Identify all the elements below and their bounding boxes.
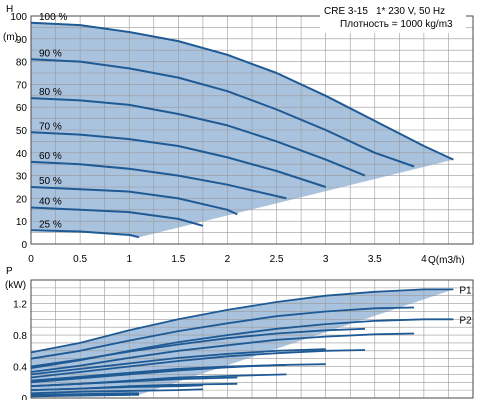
flow-x-tick-label: 0 — [28, 254, 34, 265]
head-axis-unit: (m) — [3, 32, 18, 43]
power-curve — [30, 364, 287, 382]
head-curve — [30, 131, 327, 188]
flow-x-tick-label: 1 — [126, 254, 132, 265]
head-curve — [30, 186, 238, 216]
flow-x-tick-label: 4 — [421, 254, 427, 265]
fluid-density: Плотность = 1000 kg/m3 — [340, 19, 453, 30]
head-curve — [30, 160, 287, 200]
power-y-tick-label: 1.2 — [13, 300, 27, 311]
pump-model: CRE 3-15 — [324, 6, 368, 17]
head-axis-symbol: H — [6, 4, 13, 15]
head-curve — [30, 229, 140, 239]
power-curve — [30, 384, 203, 391]
flow-x-tick-label: 3.5 — [368, 254, 382, 265]
speed-label: 25 % — [39, 219, 62, 230]
head-y-tick-label: 40 — [16, 149, 28, 160]
power-y-tick-label: 0.4 — [13, 363, 27, 374]
power-curve — [30, 288, 454, 354]
pump-supply: 1* 230 V, 50 Hz — [376, 6, 445, 17]
head-curve — [30, 58, 415, 168]
speed-label: 80 % — [39, 87, 62, 98]
speed-label: 100 % — [39, 12, 67, 23]
head-y-tick-label: 80 — [16, 58, 28, 69]
power-curve — [30, 393, 139, 398]
head-curve — [30, 206, 204, 227]
power-axis-unit: (kW) — [5, 280, 26, 291]
head-y-tick-label: 50 — [16, 126, 28, 137]
head-curve — [30, 97, 366, 177]
head-plot-frame — [30, 15, 474, 245]
head-y-tick-label: 0 — [21, 240, 27, 251]
flow-axis-label: Q(m3/h) — [428, 255, 465, 266]
head-y-tick-label: 100 — [10, 12, 27, 23]
power-y-tick-label: 0.8 — [13, 331, 27, 342]
power-curve-label: P2 — [459, 315, 472, 326]
info-box — [320, 4, 466, 33]
power-curve — [30, 306, 415, 360]
flow-x-tick-label: 0.5 — [73, 254, 87, 265]
flow-x-tick-label: 1.5 — [171, 254, 185, 265]
power-curve — [30, 392, 139, 396]
power-plot-frame — [30, 279, 474, 399]
power-curve — [30, 348, 326, 376]
power-curve — [30, 349, 366, 379]
head-y-tick-label: 70 — [16, 80, 28, 91]
power-curve — [30, 376, 238, 388]
head-y-tick-label: 20 — [16, 194, 28, 205]
power-y-tick-label: 0 — [21, 394, 27, 400]
power-curve — [30, 388, 203, 395]
flow-x-tick-label: 2.5 — [270, 254, 284, 265]
power-curve-label: P1 — [459, 285, 472, 296]
speed-label: 70 % — [39, 121, 62, 132]
head-y-tick-label: 60 — [16, 103, 28, 114]
speed-label: 90 % — [39, 48, 62, 59]
head-y-tick-label: 30 — [16, 172, 28, 183]
power-axis-symbol: P — [6, 266, 13, 277]
flow-x-tick-label: 2 — [225, 254, 231, 265]
head-y-tick-label: 10 — [16, 217, 28, 228]
speed-label: 50 % — [39, 176, 62, 187]
chart-marks: 100 %90 %80 %70 %60 %50 %40 %25 %0102030… — [10, 12, 474, 400]
speed-label: 40 % — [39, 197, 62, 208]
power-curve — [30, 332, 415, 373]
head-curve — [30, 21, 454, 161]
power-curve — [30, 327, 366, 368]
flow-x-tick-label: 3 — [323, 254, 329, 265]
head-y-tick-label: 90 — [16, 35, 28, 46]
speed-label: 60 % — [39, 151, 62, 162]
